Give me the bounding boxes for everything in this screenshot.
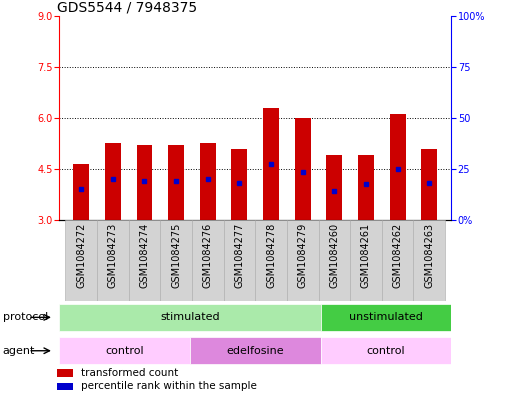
- Bar: [263, 108, 279, 220]
- Bar: [168, 145, 184, 220]
- Bar: [382, 220, 413, 301]
- Text: percentile rank within the sample: percentile rank within the sample: [81, 381, 257, 391]
- Bar: [255, 220, 287, 301]
- Text: GSM1084278: GSM1084278: [266, 222, 276, 288]
- Text: GSM1084262: GSM1084262: [392, 222, 403, 288]
- Bar: [192, 220, 224, 301]
- Bar: [129, 220, 160, 301]
- Text: GSM1084277: GSM1084277: [234, 222, 244, 288]
- Text: GSM1084276: GSM1084276: [203, 222, 213, 288]
- Bar: [295, 118, 310, 220]
- Text: GSM1084274: GSM1084274: [140, 222, 149, 288]
- Text: agent: agent: [3, 346, 35, 356]
- Bar: [287, 220, 319, 301]
- Text: transformed count: transformed count: [81, 368, 178, 378]
- Text: GSM1084273: GSM1084273: [108, 222, 118, 288]
- Text: GSM1084275: GSM1084275: [171, 222, 181, 288]
- Bar: [65, 220, 97, 301]
- Text: GSM1084260: GSM1084260: [329, 222, 339, 288]
- Bar: [321, 338, 451, 364]
- Text: GSM1084279: GSM1084279: [298, 222, 308, 288]
- Text: protocol: protocol: [3, 312, 48, 322]
- Text: edelfosine: edelfosine: [226, 346, 284, 356]
- Text: control: control: [367, 346, 405, 356]
- Text: control: control: [105, 346, 144, 356]
- Text: GDS5544 / 7948375: GDS5544 / 7948375: [57, 0, 197, 15]
- Bar: [97, 220, 129, 301]
- Bar: [350, 220, 382, 301]
- Bar: [413, 220, 445, 301]
- Bar: [59, 338, 190, 364]
- Bar: [57, 382, 73, 390]
- Bar: [200, 143, 215, 220]
- Bar: [73, 164, 89, 220]
- Bar: [326, 155, 342, 220]
- Bar: [421, 149, 437, 220]
- Bar: [136, 145, 152, 220]
- Bar: [224, 220, 255, 301]
- Text: GSM1084272: GSM1084272: [76, 222, 86, 288]
- Bar: [390, 114, 406, 220]
- Bar: [105, 143, 121, 220]
- Bar: [231, 149, 247, 220]
- Text: unstimulated: unstimulated: [349, 312, 423, 322]
- Bar: [190, 338, 321, 364]
- Text: GSM1084261: GSM1084261: [361, 222, 371, 288]
- Bar: [319, 220, 350, 301]
- Text: stimulated: stimulated: [160, 312, 220, 322]
- Bar: [59, 304, 321, 331]
- Bar: [57, 369, 73, 377]
- Bar: [160, 220, 192, 301]
- Bar: [321, 304, 451, 331]
- Text: GSM1084263: GSM1084263: [424, 222, 435, 288]
- Bar: [358, 155, 374, 220]
